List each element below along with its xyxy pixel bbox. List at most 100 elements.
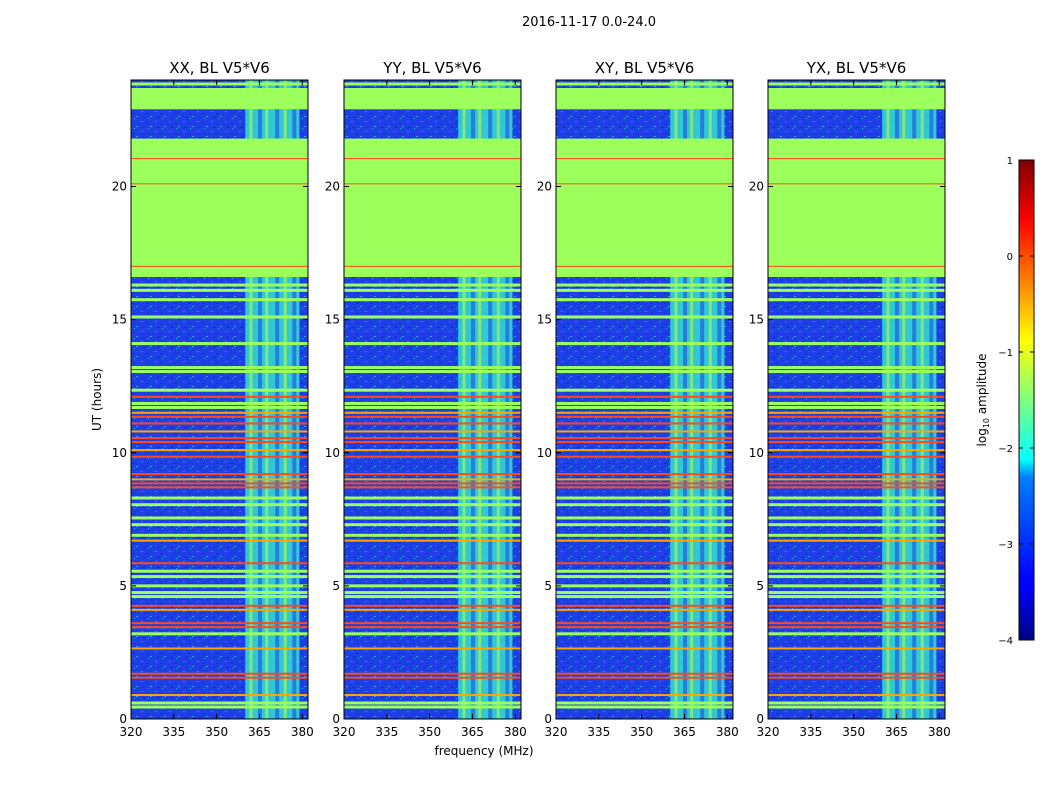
flag-row	[131, 82, 308, 86]
x-tick-label: 350	[205, 725, 228, 739]
rfi-row	[344, 647, 521, 650]
flag-row	[131, 370, 308, 374]
flag-row	[556, 632, 733, 636]
flag-row	[556, 388, 733, 392]
flag-row	[131, 632, 308, 636]
panel-1: XX, BL V5*V6 320 335 350 365 380 0 5 10 15 20 UT (h…	[90, 59, 314, 739]
flag-row	[556, 584, 733, 588]
rfi-row	[768, 441, 945, 444]
rfi-row	[344, 430, 521, 433]
flag-row	[131, 366, 308, 370]
rfi-row	[344, 486, 521, 489]
y-tick-label: 5	[544, 579, 552, 593]
rfi-row	[768, 608, 945, 611]
x-axis-label: frequency (MHz)	[434, 744, 533, 758]
colorbar-tick-label: −2	[998, 444, 1013, 455]
flag-row	[344, 523, 521, 527]
band-stripe	[249, 80, 253, 719]
flag-row	[131, 595, 308, 599]
flag-row	[344, 595, 521, 599]
y-tick-label: 10	[749, 446, 764, 460]
rfi-row	[344, 694, 521, 697]
band-stripe	[717, 80, 722, 719]
rfi-row	[768, 395, 945, 398]
flag-row	[131, 401, 308, 405]
rfi-row	[131, 183, 308, 185]
flag-row	[344, 283, 521, 287]
rfi-row	[344, 473, 521, 476]
panel-3: XY, BL V5*V6 320 335 350 365 380 0 5 10 15 20	[537, 59, 739, 739]
y-tick-label: 15	[749, 313, 764, 327]
y-tick-label: 15	[112, 313, 127, 327]
rfi-row	[556, 183, 733, 185]
band-stripe	[708, 80, 712, 719]
y-tick-label: 15	[325, 313, 340, 327]
flag-row	[344, 405, 521, 409]
x-tick-label: 350	[842, 725, 865, 739]
flag-row	[768, 401, 945, 405]
x-tick-label: 320	[333, 725, 356, 739]
rfi-row	[131, 265, 308, 267]
rfi-row	[131, 441, 308, 444]
rfi-row	[768, 694, 945, 697]
flag-row	[344, 701, 521, 705]
x-tick-label: 320	[757, 725, 780, 739]
rfi-row	[131, 437, 308, 440]
panels: XX, BL V5*V6 320 335 350 365 380 0 5 10 15 20 UT (h…	[90, 59, 951, 758]
colorbar: 10−1−2−3−4 log10 amplitude	[975, 156, 1035, 647]
rfi-row	[131, 486, 308, 489]
flag-row	[556, 503, 733, 507]
rfi-row	[131, 694, 308, 697]
flag-row	[556, 401, 733, 405]
rfi-row	[556, 562, 733, 565]
flag-row	[344, 315, 521, 319]
x-tick-label: 365	[461, 725, 484, 739]
band-stripe	[929, 80, 934, 719]
flag-row	[131, 591, 308, 595]
flag-row	[131, 283, 308, 287]
rfi-row	[556, 395, 733, 398]
band-stripe	[292, 80, 297, 719]
flag-row	[556, 533, 733, 537]
flag-row	[344, 298, 521, 302]
x-tick-label: 380	[928, 725, 951, 739]
x-tick-label: 365	[885, 725, 908, 739]
rfi-row	[556, 672, 733, 675]
panel-title: YX, BL V5*V6	[806, 59, 907, 77]
flag-row	[131, 496, 308, 500]
colorbar-label-rest: amplitude	[975, 354, 989, 418]
axes-frame	[343, 79, 522, 720]
flag-row	[344, 370, 521, 374]
rfi-row	[344, 441, 521, 444]
flag-row	[768, 569, 945, 573]
rfi-row	[768, 482, 945, 485]
flagged-block	[131, 87, 308, 110]
flag-row	[344, 632, 521, 636]
rfi-row	[768, 676, 945, 679]
rfi-row	[768, 265, 945, 267]
flag-row	[556, 298, 733, 302]
flag-row	[344, 516, 521, 520]
heatmap-image	[131, 80, 308, 719]
rfi-row	[768, 473, 945, 476]
flag-row	[131, 298, 308, 302]
band-stripe	[700, 80, 705, 719]
colorbar-label-sub: 10	[982, 418, 991, 428]
rfi-row	[131, 626, 308, 629]
rfi-row	[344, 672, 521, 675]
colorbar-tick-label: −4	[998, 636, 1013, 647]
colorbar-label-log: log	[975, 428, 989, 446]
band-stripe	[471, 80, 476, 719]
rfi-row	[344, 626, 521, 629]
flag-row	[344, 591, 521, 595]
rfi-row	[131, 672, 308, 675]
flagged-block	[131, 138, 308, 278]
flag-row	[131, 388, 308, 392]
rfi-row	[344, 482, 521, 485]
flag-row	[768, 405, 945, 409]
rfi-row	[556, 478, 733, 481]
band-stripe	[895, 80, 900, 719]
rfi-row	[768, 437, 945, 440]
flagged-block	[556, 87, 733, 110]
flag-row	[556, 701, 733, 705]
